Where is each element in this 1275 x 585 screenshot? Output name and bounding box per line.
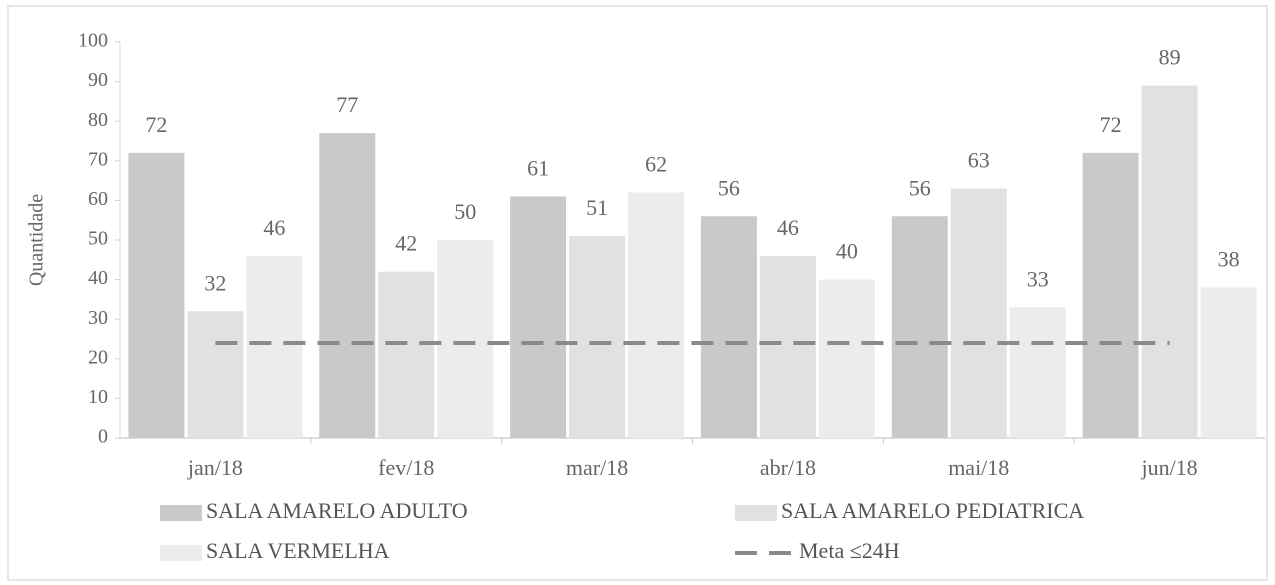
y-tick-label: 80 bbox=[88, 109, 108, 131]
bar bbox=[1200, 287, 1257, 438]
chart-frame bbox=[7, 5, 1268, 581]
legend-swatch bbox=[735, 505, 777, 521]
bar bbox=[700, 216, 757, 438]
data-label: 89 bbox=[1159, 45, 1181, 70]
data-label: 50 bbox=[454, 199, 476, 224]
data-label: 38 bbox=[1218, 247, 1240, 272]
bar bbox=[128, 152, 185, 438]
x-tick-label: fev/18 bbox=[378, 455, 434, 480]
legend-label: SALA VERMELHA bbox=[206, 538, 390, 563]
y-tick-label: 60 bbox=[88, 188, 108, 210]
bar bbox=[628, 192, 685, 438]
data-label: 46 bbox=[263, 215, 285, 240]
bar bbox=[1141, 85, 1198, 438]
data-label: 56 bbox=[718, 175, 740, 200]
bar bbox=[510, 196, 567, 438]
y-tick-label: 90 bbox=[88, 69, 108, 91]
bar bbox=[818, 279, 875, 438]
y-tick-label: 20 bbox=[88, 346, 108, 368]
data-label: 42 bbox=[395, 231, 417, 256]
y-tick-label: 70 bbox=[88, 148, 108, 170]
bar bbox=[378, 271, 435, 438]
bar bbox=[1082, 152, 1139, 438]
data-label: 56 bbox=[909, 175, 931, 200]
bar bbox=[950, 188, 1007, 438]
y-tick-label: 10 bbox=[88, 386, 108, 408]
legend-label: SALA AMARELO ADULTO bbox=[206, 498, 468, 523]
bar bbox=[319, 133, 376, 438]
data-label: 32 bbox=[204, 270, 226, 295]
x-tick-label: jan/18 bbox=[187, 455, 243, 480]
data-label: 63 bbox=[968, 148, 990, 173]
y-tick-label: 50 bbox=[88, 228, 108, 250]
data-label: 72 bbox=[1100, 112, 1122, 137]
y-tick-label: 0 bbox=[98, 426, 108, 448]
legend-label: Meta ≤24H bbox=[799, 538, 900, 563]
data-label: 40 bbox=[836, 239, 858, 264]
bar bbox=[1009, 307, 1066, 438]
legend-swatch bbox=[160, 505, 202, 521]
data-label: 46 bbox=[777, 215, 799, 240]
data-label: 51 bbox=[586, 195, 608, 220]
y-tick-label: 100 bbox=[78, 30, 108, 52]
bar bbox=[187, 311, 244, 438]
data-label: 33 bbox=[1027, 266, 1049, 291]
data-label: 62 bbox=[645, 152, 667, 177]
data-label: 72 bbox=[145, 112, 167, 137]
data-label: 77 bbox=[336, 92, 358, 117]
y-axis-label: Quantidade bbox=[26, 194, 48, 286]
bar bbox=[246, 255, 303, 438]
legend-swatch bbox=[160, 545, 202, 561]
y-tick-label: 40 bbox=[88, 267, 108, 289]
x-tick-label: mai/18 bbox=[948, 455, 1009, 480]
bar bbox=[437, 240, 494, 438]
bar bbox=[569, 236, 626, 438]
x-tick-label: jun/18 bbox=[1140, 455, 1197, 480]
x-tick-label: abr/18 bbox=[760, 455, 816, 480]
legend-label: SALA AMARELO PEDIATRICA bbox=[781, 498, 1084, 523]
data-label: 61 bbox=[527, 155, 549, 180]
bar bbox=[891, 216, 948, 438]
y-tick-label: 30 bbox=[88, 307, 108, 329]
bar bbox=[759, 255, 816, 438]
x-tick-label: mar/18 bbox=[566, 455, 628, 480]
